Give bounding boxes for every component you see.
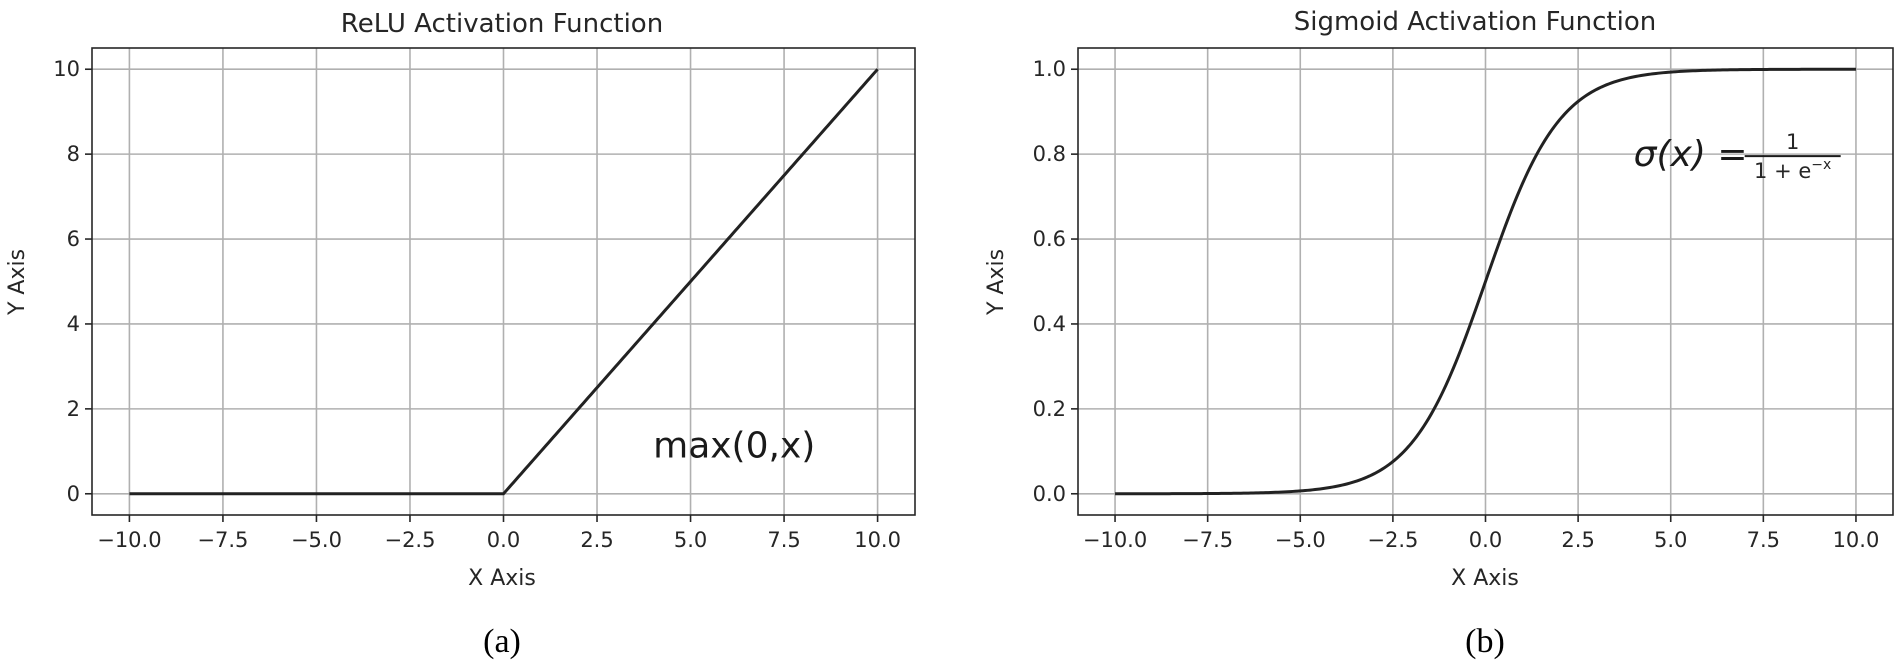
relu-chart-title: ReLU Activation Function <box>341 9 663 39</box>
sigmoid-formula-annotation: σ(x) = 1 1 + e−x <box>1634 130 1841 183</box>
relu-y-tick-label: 4 <box>67 312 80 336</box>
relu-ticks: −10.0 −7.5 −5.0 −2.5 0.0 2.5 5.0 7.5 10.0 0 2 4 6 8 10 <box>53 57 901 552</box>
sigmoid-x-tick-label: −5.0 <box>1275 528 1326 552</box>
sigmoid-x-tick-label: −2.5 <box>1367 528 1418 552</box>
sigmoid-y-axis-label: Y Axis <box>984 249 1009 316</box>
relu-x-tick-label: 2.5 <box>580 528 613 552</box>
relu-y-axis-label: Y Axis <box>5 249 30 316</box>
relu-x-tick-label: −7.5 <box>197 528 248 552</box>
relu-y-tick-label: 6 <box>67 227 80 251</box>
relu-x-tick-label: 0.0 <box>487 528 520 552</box>
sigmoid-panel: Sigmoid Activation Function −10.0 −7.5 −5.… <box>984 7 1894 660</box>
relu-x-tick-label: −5.0 <box>291 528 342 552</box>
sigmoid-formula-denominator: 1 + e−x <box>1754 157 1831 183</box>
relu-y-tick-label: 0 <box>67 482 80 506</box>
sigmoid-y-tick-label: 0.4 <box>1033 312 1066 336</box>
sigmoid-y-tick-label: 0.0 <box>1033 482 1066 506</box>
relu-panel: ReLU Activation Function −10.0 −7.5 −5.0 −2… <box>5 9 916 660</box>
sigmoid-x-tick-label: −7.5 <box>1182 528 1233 552</box>
sigmoid-x-axis-label: X Axis <box>1451 566 1519 591</box>
sigmoid-y-tick-label: 0.8 <box>1033 142 1066 166</box>
sigmoid-series <box>1115 67 1856 496</box>
sigmoid-curve <box>1115 67 1856 496</box>
relu-x-axis-label: X Axis <box>468 566 536 591</box>
relu-x-tick-label: −10.0 <box>97 528 161 552</box>
relu-y-tick-label: 10 <box>53 57 80 81</box>
sigmoid-x-tick-label: 2.5 <box>1561 528 1594 552</box>
sigmoid-formula-lhs: σ(x) = <box>1634 134 1748 175</box>
sigmoid-formula-exponent: −x <box>1811 157 1831 173</box>
sigmoid-x-tick-label: 0.0 <box>1469 528 1502 552</box>
panel-b-caption: (b) <box>1465 623 1505 660</box>
sigmoid-grid <box>1078 48 1893 515</box>
sigmoid-x-tick-label: −10.0 <box>1083 528 1147 552</box>
relu-formula-annotation: max(0,x) <box>653 426 815 467</box>
sigmoid-ticks: −10.0 −7.5 −5.0 −2.5 0.0 2.5 5.0 7.5 10.0 0.0 0.2 0… <box>1033 57 1880 552</box>
relu-grid <box>92 48 915 515</box>
relu-series <box>129 68 879 496</box>
sigmoid-plot-frame <box>1077 47 1894 516</box>
sigmoid-y-tick-label: 0.6 <box>1033 227 1066 251</box>
sigmoid-formula-numerator: 1 <box>1786 130 1799 154</box>
relu-curve <box>129 68 879 496</box>
sigmoid-y-tick-label: 0.2 <box>1033 397 1066 421</box>
relu-x-tick-label: 7.5 <box>767 528 800 552</box>
sigmoid-x-tick-label: 10.0 <box>1833 528 1880 552</box>
sigmoid-x-tick-label: 5.0 <box>1654 528 1687 552</box>
relu-y-tick-label: 2 <box>67 397 80 421</box>
sigmoid-formula-denominator-base: 1 + e <box>1754 159 1811 183</box>
relu-y-tick-label: 8 <box>67 142 80 166</box>
sigmoid-x-tick-label: 7.5 <box>1747 528 1780 552</box>
relu-x-tick-label: 5.0 <box>674 528 707 552</box>
relu-x-tick-label: 10.0 <box>854 528 901 552</box>
relu-plot-frame <box>91 47 916 516</box>
relu-x-tick-label: −2.5 <box>384 528 435 552</box>
panel-a-caption: (a) <box>483 623 521 660</box>
sigmoid-y-tick-label: 1.0 <box>1033 57 1066 81</box>
sigmoid-chart-title: Sigmoid Activation Function <box>1294 7 1656 37</box>
